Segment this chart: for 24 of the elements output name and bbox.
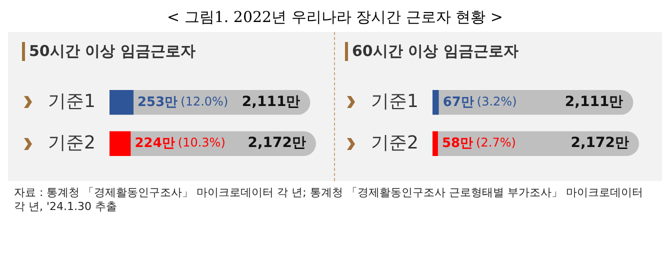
bar [432, 90, 439, 115]
text: 자료 : 통계청 「경제활동인구조사」 마이크로데이터 각 년; 통계청 「경제활동인구조사 근로형태별 부가조사」 마이크로데이터 각 년, '24.1.30 추출 [14, 186, 644, 214]
y-tick-label: 기준2 [48, 132, 96, 154]
total-label: 2,111만 [242, 94, 300, 110]
annotation: (2.7%) [476, 136, 516, 150]
data-label: 67만 [442, 94, 474, 110]
total-label: 2,172만 [570, 135, 629, 152]
annotation: (10.3%) [178, 136, 226, 150]
y-tick-label: 기준2 [371, 132, 418, 154]
chart-subtitle: 50시간 이상 임금근로자 [22, 42, 334, 61]
y-tick-label: 기준1 [48, 91, 96, 112]
total-label: 2,111만 [564, 94, 624, 110]
chart-title: < 그림1. 2022년 우리나라 장시간 근로자 현황 > [166, 8, 504, 27]
data-label: 253만 [138, 94, 178, 110]
bar [109, 131, 131, 156]
annotation: (3.2%) [476, 94, 517, 109]
chart-subtitle: 60시간 이상 임금근로자 [345, 42, 657, 61]
annotation: (12.0%) [180, 94, 228, 109]
data-label: 58만 [442, 136, 474, 151]
total-label: 2,172만 [248, 135, 306, 152]
bar [432, 131, 438, 156]
y-tick-label: 기준1 [371, 91, 418, 112]
bar [109, 90, 134, 115]
data-label: 224만 [134, 136, 175, 151]
